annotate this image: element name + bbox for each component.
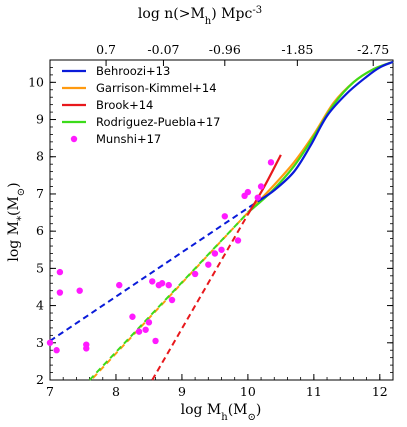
munshi-point [257,183,265,190]
y-tick-label: 7 [36,186,44,201]
y-tick-label: 3 [36,335,44,350]
legend-label: Rodriguez-Puebla+17 [96,115,221,129]
x-tick-label: 12 [372,384,388,399]
y-axis-title: log M*(M⊙) [6,182,27,261]
munshi-point [83,345,90,352]
x-tick-label: 11 [306,384,322,399]
y-tick-label: 5 [36,260,44,275]
x-tick-label: 10 [240,384,256,399]
y-tick-label: 9 [36,112,44,127]
plot-frame [49,59,394,381]
munshi-point [158,280,166,287]
munshi-point [205,261,212,268]
munshi-point [129,313,136,320]
legend-marker [70,135,78,143]
munshi-point [142,326,149,333]
x-axis-title: log Mh(M⊙) [181,402,262,423]
y-tick-label: 2 [36,372,44,387]
munshi-point [152,337,159,345]
x-tick-label: 9 [178,384,186,399]
legend-label: Behroozi+13 [96,64,170,78]
x-tick-label: 8 [112,384,120,399]
munshi-point [56,268,64,276]
series-behroozi-13-line [257,60,394,203]
munshi-point [267,159,275,166]
munshi-point [234,237,242,244]
munshi-point [135,328,143,335]
y-tick-label: 6 [36,223,44,238]
legend: Behroozi+13 Garrison-Kimmel+14 Brook+14 Rod… [62,64,221,146]
series-rodriguez-puebla-17-dashed [88,211,249,381]
munshi-point [46,339,54,346]
munshi-point [53,347,60,354]
munshi-point [76,287,83,294]
munshi-point [191,270,199,278]
top-tick-label: -1.85 [281,42,313,57]
munshi-point [221,213,228,220]
series-behroozi-13-dashed [49,200,259,342]
munshi-point [56,289,64,296]
series-garrison-kimmel-14-dashed [92,211,249,379]
series-brook-14-dashed [151,213,249,381]
munshi-point [244,188,252,196]
y-tick-label: 4 [36,298,44,313]
munshi-point [168,296,176,304]
legend-label: Munshi+17 [96,132,161,146]
munshi-point [211,250,219,257]
top-axis-title: log n(>Mh) Mpc-3 [138,5,262,27]
munshi-point [165,281,172,289]
scatter-layer [46,159,275,354]
munshi-point [218,246,225,253]
y-tick-label: 10 [28,74,44,89]
top-tick-label: -0.96 [209,42,241,57]
series-layer [49,60,394,381]
munshi-point [116,281,123,289]
top-tick-label: -0.07 [147,42,179,57]
top-tick-label: -2.75 [357,42,389,57]
ticks-layer: 7 8 9 10 11 12 2 3 4 5 6 7 8 9 10 0.7 -0.07 -0.96 -1.85 -2.… [28,42,394,399]
series-brook-14-line [246,154,282,215]
legend-label: Brook+14 [96,98,153,112]
x-tick-label: 7 [46,384,54,399]
top-tick-label: 0.7 [96,42,116,57]
munshi-point [254,194,261,201]
munshi-point [145,319,153,326]
munshi-point [149,278,156,285]
y-tick-label: 8 [36,149,44,164]
legend-label: Garrison-Kimmel+14 [96,81,217,95]
